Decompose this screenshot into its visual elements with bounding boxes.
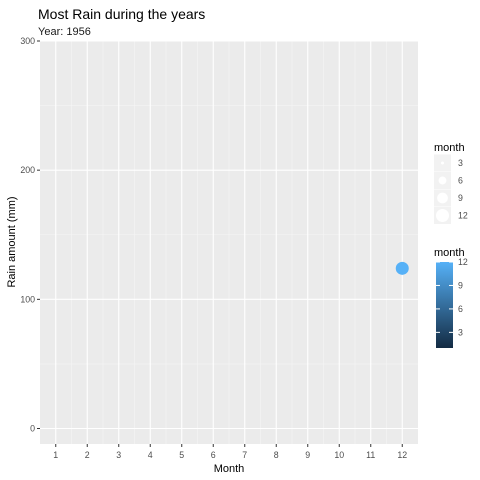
size-legend-label: 6 bbox=[458, 176, 463, 186]
minor-gridlines bbox=[40, 41, 418, 444]
x-tick-label: 7 bbox=[242, 450, 247, 460]
major-gridlines bbox=[40, 40, 418, 444]
size-legend-keys: 3 6 9 12 bbox=[434, 154, 468, 224]
size-legend: month 3 6 9 12 bbox=[434, 142, 468, 224]
colorbar-label: 3 bbox=[458, 327, 463, 337]
x-tick-label: 2 bbox=[85, 450, 90, 460]
y-tick-label: 200 bbox=[20, 165, 35, 175]
size-legend-label: 12 bbox=[458, 211, 468, 221]
y-tick-label: 0 bbox=[30, 424, 35, 434]
colorbar-ticks: 3 6 9 12 bbox=[436, 257, 468, 337]
size-legend-key bbox=[438, 176, 447, 185]
chart-subtitle: Year: 1956 bbox=[38, 26, 91, 38]
x-tick-label: 12 bbox=[397, 450, 407, 460]
x-axis-title: Month bbox=[214, 463, 245, 475]
size-legend-key bbox=[441, 161, 444, 165]
data-points bbox=[395, 261, 409, 275]
colorbar bbox=[436, 262, 453, 348]
size-legend-label: 3 bbox=[458, 158, 463, 168]
y-tick-label: 100 bbox=[20, 294, 35, 304]
x-axis: 1 2 3 4 5 6 7 8 9 10 11 12 bbox=[53, 444, 407, 460]
x-tick-label: 11 bbox=[366, 450, 375, 460]
data-point bbox=[395, 261, 409, 275]
y-axis: 0 100 200 300 bbox=[20, 36, 40, 434]
y-axis-title: Rain amount (mm) bbox=[6, 196, 18, 287]
x-tick-label: 10 bbox=[334, 450, 344, 460]
size-legend-key bbox=[436, 209, 449, 222]
x-tick-label: 1 bbox=[53, 450, 58, 460]
chart-title: Most Rain during the years bbox=[38, 6, 205, 22]
y-tick-label: 300 bbox=[20, 36, 35, 46]
colorbar-label: 9 bbox=[458, 280, 463, 290]
x-tick-label: 6 bbox=[211, 450, 216, 460]
x-tick-label: 4 bbox=[148, 450, 153, 460]
size-legend-key bbox=[437, 192, 448, 204]
colorbar-label: 6 bbox=[458, 304, 463, 314]
x-tick-label: 8 bbox=[274, 450, 279, 460]
x-tick-label: 5 bbox=[179, 450, 184, 460]
x-tick-label: 3 bbox=[116, 450, 121, 460]
color-legend: month 3 6 9 12 bbox=[434, 247, 468, 348]
colorbar-label: 12 bbox=[458, 257, 468, 267]
x-tick-label: 9 bbox=[305, 450, 310, 460]
size-legend-label: 9 bbox=[458, 193, 463, 203]
size-legend-title: month bbox=[434, 142, 465, 154]
color-legend-title: month bbox=[434, 247, 465, 259]
